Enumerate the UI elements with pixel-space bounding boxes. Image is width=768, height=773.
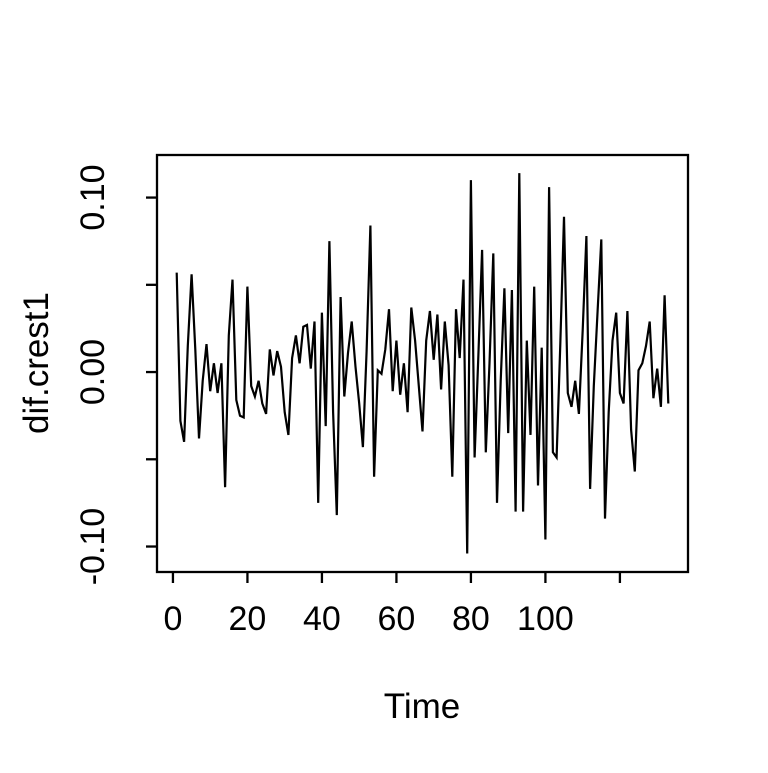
x-tick-label: 40 xyxy=(303,600,341,638)
data-line xyxy=(175,173,670,554)
x-axis-title: Time xyxy=(384,687,460,726)
plot-content: 0 20 40 60 80 100 -0.10 0.00 0.10 xyxy=(74,164,670,638)
y-tick-label: -0.10 xyxy=(74,508,112,586)
x-tick-label: 20 xyxy=(229,600,267,638)
x-tick-label: 80 xyxy=(452,600,490,638)
x-tick-label: 60 xyxy=(378,600,416,638)
plot-border xyxy=(155,153,690,574)
x-tick-label: 0 xyxy=(163,600,182,638)
y-tick-label: 0.10 xyxy=(74,164,112,230)
x-tick-label: 100 xyxy=(517,600,574,638)
y-tick-label: 0.00 xyxy=(74,339,112,405)
y-axis-title: dif.crest1 xyxy=(17,292,56,434)
